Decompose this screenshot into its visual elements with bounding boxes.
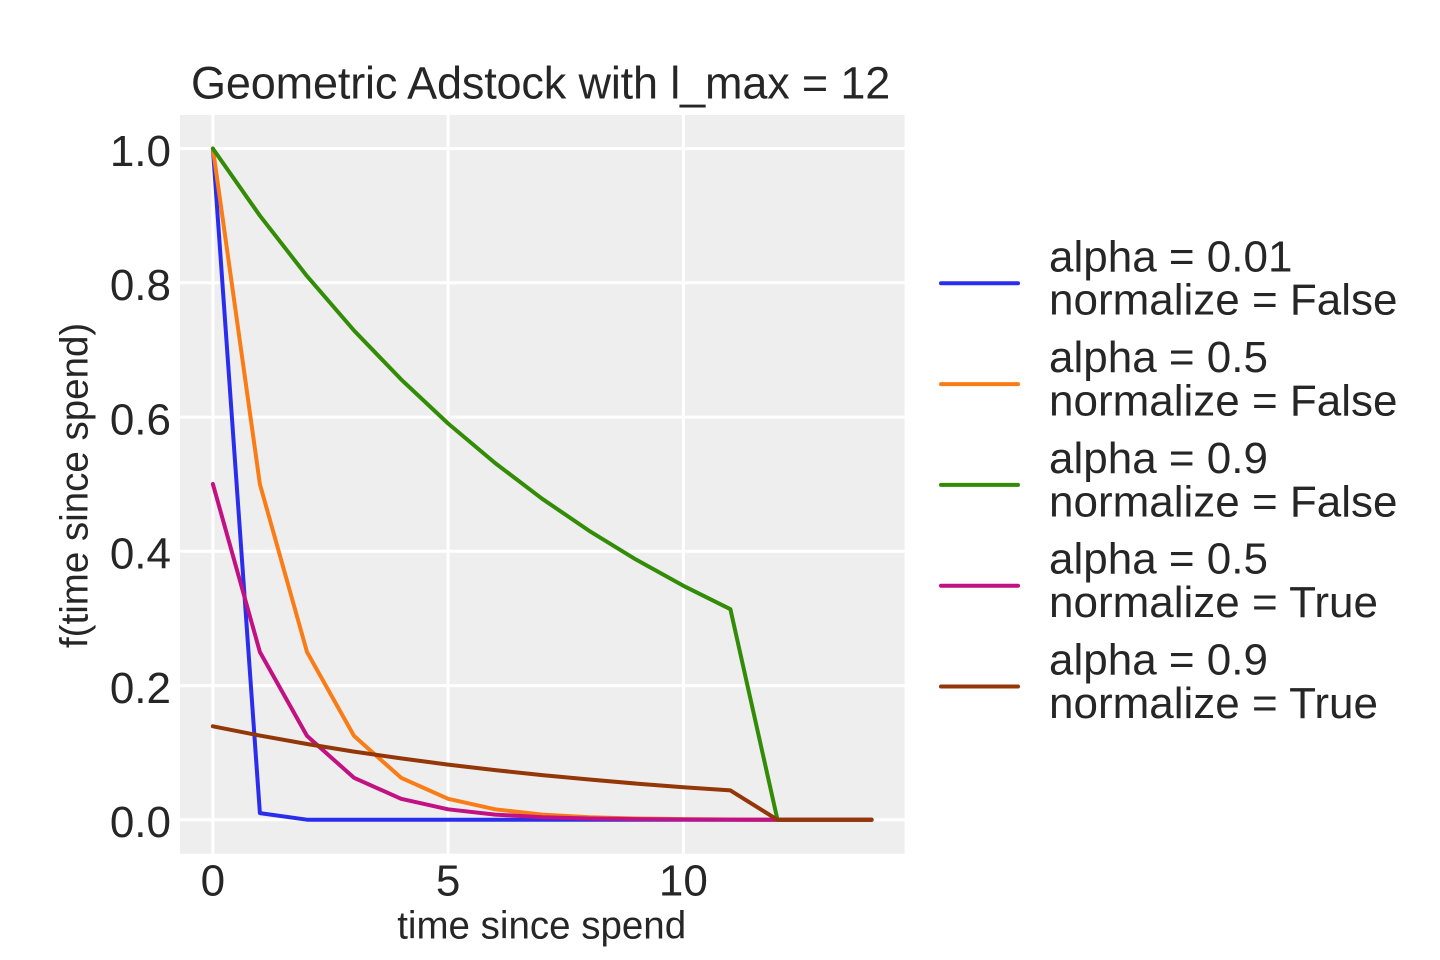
svg-text:0.0: 0.0 — [110, 798, 171, 847]
svg-text:alpha = 0.5: alpha = 0.5 — [1049, 333, 1268, 382]
svg-text:normalize = False: normalize = False — [1049, 276, 1397, 325]
svg-text:f(time since spend): f(time since spend) — [54, 323, 97, 648]
svg-text:normalize = False: normalize = False — [1049, 377, 1397, 426]
svg-text:1.0: 1.0 — [110, 127, 171, 176]
svg-text:time since spend: time since spend — [397, 904, 686, 947]
svg-text:0: 0 — [201, 857, 225, 906]
svg-text:normalize = True: normalize = True — [1049, 679, 1378, 728]
svg-text:alpha = 0.9: alpha = 0.9 — [1049, 636, 1268, 685]
svg-text:alpha = 0.9: alpha = 0.9 — [1049, 434, 1268, 483]
svg-text:0.4: 0.4 — [110, 530, 171, 579]
svg-text:normalize = True: normalize = True — [1049, 578, 1378, 627]
svg-text:0.2: 0.2 — [110, 664, 171, 713]
svg-text:0.6: 0.6 — [110, 396, 171, 445]
svg-text:10: 10 — [659, 857, 708, 906]
svg-text:5: 5 — [436, 857, 460, 906]
svg-text:0.8: 0.8 — [110, 261, 171, 310]
svg-text:alpha = 0.5: alpha = 0.5 — [1049, 535, 1268, 584]
svg-text:alpha = 0.01: alpha = 0.01 — [1049, 232, 1292, 281]
svg-text:normalize = False: normalize = False — [1049, 477, 1397, 526]
svg-text:Geometric Adstock with l_max =: Geometric Adstock with l_max = 12 — [191, 57, 890, 108]
